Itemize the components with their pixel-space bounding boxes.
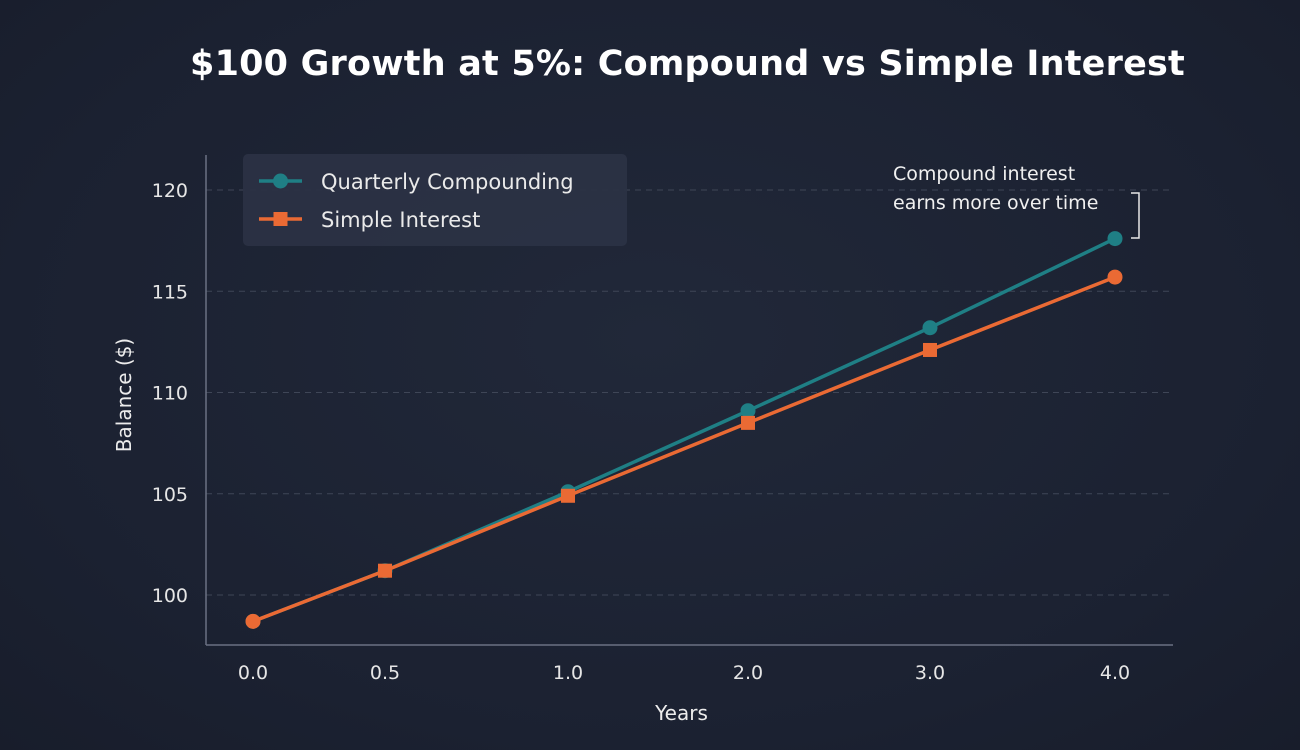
- annotation-line-1: Compound interest: [893, 163, 1075, 185]
- x-tick-label-1.0: 1.0: [553, 662, 583, 684]
- series-layer: [245, 231, 1123, 629]
- y-tick-label-115: 115: [152, 281, 188, 303]
- x-tick-label-3.0: 3.0: [915, 662, 945, 684]
- point-1-4: [923, 342, 937, 357]
- annotation: Compound interest earns more over time: [893, 163, 1140, 239]
- point-1-3: [741, 415, 755, 430]
- annotation-line-2: earns more over time: [893, 192, 1098, 214]
- grid-lines: [206, 189, 1173, 596]
- legend-item-1: Simple Interest: [259, 208, 480, 232]
- point-0-4: [922, 320, 938, 336]
- x-axis-label: Years: [654, 701, 708, 725]
- legend-item-0: Quarterly Compounding: [259, 170, 574, 194]
- y-axis-label: Balance ($): [112, 338, 136, 452]
- chart-title: $100 Growth at 5%: Compound vs Simple In…: [190, 44, 1185, 84]
- point-1-5: [1107, 269, 1123, 285]
- legend: Quarterly Compounding Simple Interest: [243, 154, 627, 246]
- series-simple-interest: [245, 269, 1123, 629]
- y-tick-label-105: 105: [152, 484, 188, 506]
- x-tick-label-2.0: 2.0: [733, 662, 763, 684]
- y-tick-labels: 100 105 110 115 120: [152, 180, 188, 607]
- x-tick-label-0.0: 0.0: [238, 662, 268, 684]
- x-tick-labels: 0.0 0.5 1.0 2.0 3.0 4.0: [238, 662, 1130, 684]
- legend-label-0: Quarterly Compounding: [321, 170, 574, 194]
- annotation-bracket: [1131, 192, 1140, 239]
- point-1-1: [378, 563, 392, 578]
- legend-swatch-marker-1: [273, 212, 288, 226]
- legend-background: [243, 154, 627, 246]
- axes: [205, 155, 1173, 646]
- y-tick-label-100: 100: [152, 585, 188, 607]
- legend-swatch-marker-0: [273, 173, 288, 189]
- point-1-0: [245, 613, 261, 629]
- y-tick-label-120: 120: [152, 180, 188, 202]
- point-1-2: [561, 488, 575, 503]
- legend-items: Quarterly Compounding Simple Interest: [259, 170, 574, 232]
- x-tick-label-4.0: 4.0: [1100, 662, 1130, 684]
- legend-label-1: Simple Interest: [321, 208, 480, 232]
- series-line-1: [251, 275, 1117, 624]
- x-tick-label-0.5: 0.5: [370, 662, 400, 684]
- point-0-3: [740, 403, 756, 419]
- y-tick-label-110: 110: [152, 383, 188, 405]
- point-0-5: [1107, 231, 1123, 247]
